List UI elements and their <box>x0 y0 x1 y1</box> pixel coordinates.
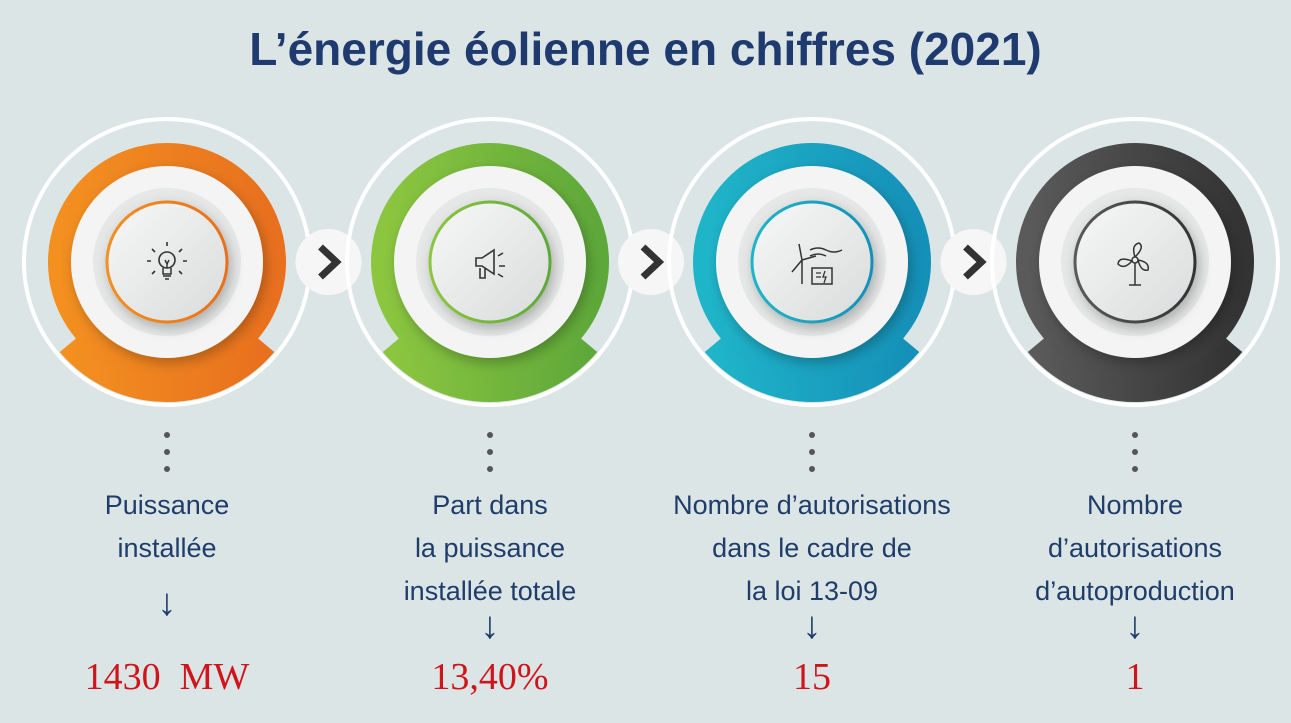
inner-disc <box>428 200 552 324</box>
arrow-down-icon: ↓ <box>1125 605 1145 647</box>
stat-label-line: Nombre d’autorisations <box>673 490 951 520</box>
stat-label-line: Puissance <box>104 490 230 520</box>
stat-value: 13,40% <box>431 656 549 698</box>
stat-label-line: dans le cadre de <box>712 533 912 563</box>
color-ring <box>371 143 609 381</box>
chevron-right-icon <box>295 229 362 295</box>
lightbulb-icon <box>147 242 187 280</box>
bottom-arc <box>1027 336 1243 402</box>
stat-label-line: Part dans <box>432 490 548 520</box>
bottom-arc <box>704 336 920 402</box>
bottom-arc <box>382 336 598 402</box>
chevron-right-icon <box>618 229 684 295</box>
stat-label-line: la puissance <box>414 533 566 563</box>
page-title: L’énergie éolienne en chiffres (2021) <box>249 23 1042 75</box>
connector-dots <box>162 432 172 483</box>
color-ring <box>48 143 286 381</box>
arrow-down-icon: ↓ <box>480 605 500 647</box>
connector-dots <box>485 432 495 483</box>
stat-label-line: installée <box>117 533 217 563</box>
stat-value: 1430 MW <box>84 656 250 698</box>
connector-dots <box>807 432 817 483</box>
inner-disc <box>1073 200 1197 324</box>
fan-icon <box>1117 242 1150 286</box>
inner-disc <box>105 200 229 324</box>
step-circle-3 <box>667 117 957 407</box>
stat-label-line: Nombre <box>1086 490 1184 520</box>
stat-value: 1 <box>1125 656 1145 698</box>
color-ring <box>693 143 931 381</box>
stat-label-line: la loi 13-09 <box>745 576 879 606</box>
megaphone-icon <box>475 248 505 279</box>
chevron-right-icon <box>940 229 1007 295</box>
bottom-arc <box>59 336 275 402</box>
inner-disc <box>750 200 874 324</box>
step-circle-1 <box>22 117 312 407</box>
arrow-down-icon: ↓ <box>802 605 822 647</box>
stat-value: 15 <box>793 656 831 698</box>
color-ring <box>1016 143 1254 381</box>
stat-label-line: d’autorisations <box>1047 533 1223 563</box>
stat-label-line: d’autoproduction <box>1035 576 1235 606</box>
wind-turbine-icon <box>791 243 843 285</box>
step-circle-2 <box>345 117 635 407</box>
connector-dots <box>1130 432 1140 483</box>
stat-label-line: installée totale <box>403 576 577 606</box>
arrow-down-icon: ↓ <box>157 582 177 624</box>
stat-label: Puissance installée <box>0 484 337 570</box>
stat-label: Nombre d’autorisations dans le cadre de la… <box>642 484 982 613</box>
outer-ring <box>990 117 1280 407</box>
step-circle-4 <box>990 117 1280 407</box>
stat-label: Nombre d’autorisations d’autoproduction <box>965 484 1291 613</box>
stat-label: Part dans la puissance installée totale <box>320 484 660 613</box>
